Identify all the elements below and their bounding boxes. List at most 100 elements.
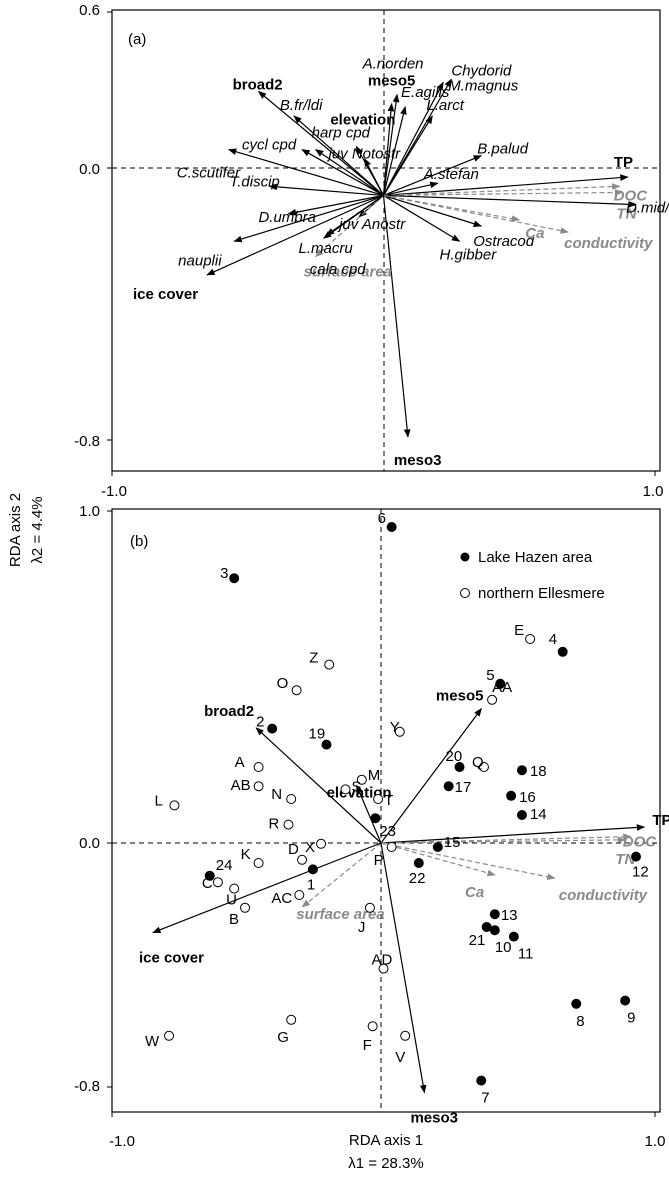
panel-a-label-a-stefan: A.stefan xyxy=(423,166,479,183)
panel-a-arrow-b-fr-ldi xyxy=(293,115,384,196)
panel-b: (b) 1.0 0.0 -0.8 -1.0 1.0 Lake Hazen are… xyxy=(74,503,669,1150)
site-label-o: O xyxy=(277,675,289,692)
site-point-e xyxy=(525,634,536,644)
panel-b-label-ice-cover: ice cover xyxy=(139,950,204,967)
panel-a-arrow-cala-cpd xyxy=(323,194,384,239)
site-label-w: W xyxy=(145,1033,160,1050)
site-point-l xyxy=(169,800,180,811)
panel-a-arrow-t-discip xyxy=(268,183,384,197)
site-point-14 xyxy=(516,810,527,820)
panel-b-label-tn: TN xyxy=(615,851,636,868)
panel-a-label-d-mid-ten: D.mid/ten xyxy=(626,200,669,217)
site-point-19 xyxy=(321,739,332,750)
panel-a-label-tp: TP xyxy=(614,154,633,171)
site-label-z: Z xyxy=(309,650,318,667)
site-point-13 xyxy=(489,909,500,920)
site-point-aa xyxy=(487,694,498,705)
site-point-x xyxy=(316,838,327,849)
y-axis-eigenvalue: λ2 = 4.4% xyxy=(29,496,46,563)
site-label-15: 15 xyxy=(444,834,461,851)
site-point-23 xyxy=(370,813,381,824)
panel-a-label-juv-notostr: juv Notostr xyxy=(326,146,401,163)
site-point-q xyxy=(478,762,489,772)
panel-a-label-cala-cpd: cala cpd xyxy=(310,261,367,278)
site-label-2: 2 xyxy=(256,714,264,731)
panel-a-label-l-arct: L.arct xyxy=(426,97,464,114)
panel-a-label-ostracod: Ostracod xyxy=(473,233,535,250)
site-point-u xyxy=(229,883,240,894)
legend-marker-hazen xyxy=(460,552,470,562)
site-label-6: 6 xyxy=(378,510,386,527)
site-point-11 xyxy=(508,931,519,942)
site-point-k xyxy=(253,858,264,868)
panel-b-arrow-conductivity xyxy=(380,842,556,880)
site-label-p: P xyxy=(374,852,384,869)
panel-a-frame xyxy=(111,9,661,472)
site-label-t: T xyxy=(384,792,393,809)
panel-a-label-nauplii: nauplii xyxy=(178,252,222,269)
site-label-3: 3 xyxy=(220,565,228,582)
site-point-1 xyxy=(307,864,318,875)
panel-a-label-ca: Ca xyxy=(525,225,544,242)
panel-b-ytick-2: -0.8 xyxy=(74,1078,100,1095)
site-point-v xyxy=(400,1030,411,1041)
panel-a-label-chydorid: Chydorid xyxy=(451,62,512,79)
site-label-l: L xyxy=(154,792,162,809)
panel-b-label: (b) xyxy=(130,533,148,550)
site-label-u: U xyxy=(226,892,237,909)
site-point-o xyxy=(291,685,302,696)
legend-label-ellesmere: northern Ellesmere xyxy=(478,585,605,602)
panel-a-arrow-juv-notostr xyxy=(363,157,385,196)
site-point-ad xyxy=(378,963,389,974)
panel-a-arrow-meso5 xyxy=(382,102,395,196)
panel-a-label-e-agilis: E.agilis xyxy=(401,84,450,101)
panel-b-arrow-elevation xyxy=(356,784,382,844)
site-label-ac: AC xyxy=(271,890,292,907)
site-label-j: J xyxy=(358,919,366,936)
site-label-y: Y xyxy=(390,719,400,736)
panel-b-label-surface-area: surface area xyxy=(296,906,384,923)
site-label-1: 1 xyxy=(307,876,315,893)
site-label-11: 11 xyxy=(518,946,534,963)
site-label-5: 5 xyxy=(486,667,494,684)
site-label-v: V xyxy=(395,1049,405,1066)
site-point-f xyxy=(367,1021,378,1032)
site-label-m: M xyxy=(368,767,381,784)
panel-a-label-broad2: broad2 xyxy=(233,76,283,93)
site-point-b xyxy=(240,902,251,913)
panel-a-label-meso3: meso3 xyxy=(394,452,442,469)
panel-a: (a) 0.6 0.0 -0.8 -1.0 1.0 A.norden E.agil… xyxy=(74,2,669,500)
panel-b-arrow-surface-area xyxy=(301,842,382,908)
site-label-18: 18 xyxy=(530,763,547,780)
site-label-n: N xyxy=(271,786,282,803)
panel-a-arrow-c-scutifer xyxy=(227,148,384,197)
legend-marker-ellesmere xyxy=(460,588,470,598)
panel-a-arrow-l-arct xyxy=(382,115,433,196)
panel-a-arrow-e-agilis xyxy=(382,105,407,196)
panel-a-label-cycl-cpd: cycl cpd xyxy=(242,137,297,154)
panel-a-arrow-harp-cpd xyxy=(314,149,384,196)
site-point-8 xyxy=(571,998,582,1009)
site-point-j xyxy=(364,902,375,913)
y-axis-label: RDA axis 2 xyxy=(7,493,24,567)
site-label-e: E xyxy=(514,622,524,639)
panel-b-label-ca: Ca xyxy=(465,884,484,901)
y-axis-eig-group: λ2 = 4.4% xyxy=(29,496,46,563)
x-axis-label: RDA axis 1 xyxy=(349,1132,423,1149)
panel-a-arrow-conductivity xyxy=(383,194,569,234)
panel-b-label-doc: DOC xyxy=(623,834,658,851)
panel-a-label-b-fr-ldi: B.fr/ldi xyxy=(280,97,323,114)
site-label-r: R xyxy=(268,816,279,833)
site-point-z xyxy=(324,659,335,670)
site-label-19: 19 xyxy=(308,726,325,743)
site-label-4: 4 xyxy=(549,631,557,648)
panel-a-arrow-ca xyxy=(383,194,521,222)
site-point-ac xyxy=(294,890,305,900)
panel-b-arrow-broad2 xyxy=(255,727,382,844)
site-label-16: 16 xyxy=(519,789,536,806)
panel-a-label-conductivity: conductivity xyxy=(564,235,653,252)
panel-a-label-juv-anostr: juv Anostr xyxy=(337,216,406,233)
